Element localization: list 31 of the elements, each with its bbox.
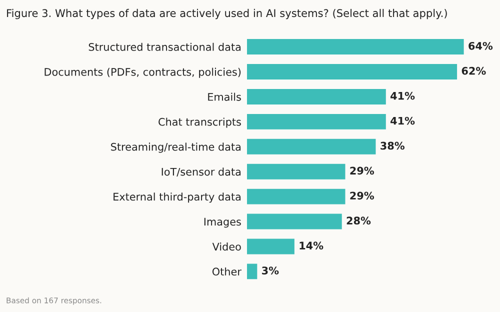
data-label: 64% [468, 42, 493, 50]
data-label: 29% [350, 192, 374, 200]
bar [247, 188, 346, 204]
data-label: 14% [300, 242, 324, 250]
bar [247, 214, 342, 230]
y-tick-label: Video [212, 242, 241, 251]
data-label: 3% [262, 266, 279, 274]
data-label: 41% [390, 92, 415, 100]
y-tick-label: Images [204, 218, 241, 228]
bar [247, 264, 258, 280]
y-tick-label: Emails [208, 92, 241, 101]
bar [247, 238, 294, 254]
data-label: 41% [390, 116, 415, 125]
bar [247, 88, 386, 104]
y-tick-label: IoT/sensor data [162, 168, 240, 177]
y-tick-label: Structured transactional data [88, 42, 240, 51]
bar [247, 138, 376, 154]
y-tick-label: Streaming/real-time data [111, 142, 240, 153]
data-label: 28% [346, 216, 371, 225]
y-tick-label: Chat transcripts [158, 118, 241, 128]
bar [247, 64, 458, 80]
y-tick-label: Documents (PDFs, contracts, policies) [44, 68, 241, 78]
bar [247, 164, 346, 180]
data-label: 38% [380, 142, 404, 150]
data-label: 62% [462, 66, 486, 75]
y-tick-label: Other [212, 267, 242, 276]
chart-title: Figure 3. What types of data are actively used in AI systems? (Select all that apply.) [7, 8, 447, 20]
y-tick-label: External third-party data [114, 192, 240, 203]
bar [247, 114, 386, 130]
bar [247, 39, 464, 55]
data-label: 29% [350, 166, 374, 175]
